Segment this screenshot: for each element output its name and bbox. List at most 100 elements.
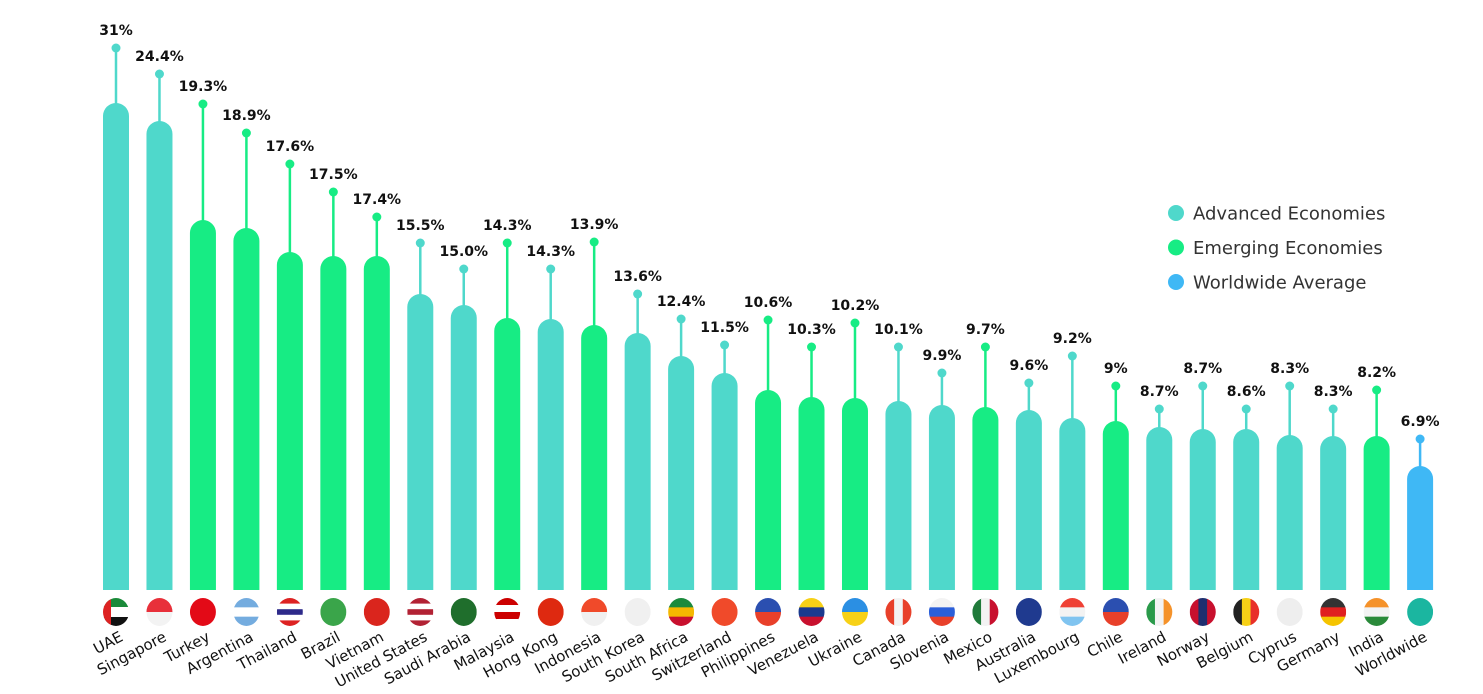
- value-dot: [111, 43, 121, 53]
- value-dot: [980, 342, 990, 352]
- bar: [276, 252, 303, 591]
- belgium-flag-icon: [1233, 598, 1260, 626]
- usa-flag-icon: [407, 598, 434, 626]
- value-label: 9%: [1104, 361, 1128, 377]
- argentina-flag-icon: [233, 598, 260, 626]
- bar: [928, 405, 955, 590]
- value-dot: [1154, 404, 1164, 414]
- mexico-flag-icon: [972, 598, 999, 626]
- country-group: 9%Chile: [1084, 361, 1129, 661]
- turkey-flag-icon: [189, 598, 216, 626]
- canada-flag-icon: [885, 598, 912, 626]
- value-dot: [546, 264, 556, 274]
- indonesia-flag-icon: [581, 598, 608, 626]
- value-dot: [241, 128, 251, 138]
- country-group: 17.5%Brazil: [298, 167, 358, 663]
- value-dot: [893, 342, 903, 352]
- value-label: 15.0%: [439, 244, 488, 260]
- value-label: 8.3%: [1270, 361, 1309, 377]
- value-dot: [1111, 381, 1121, 391]
- bar: [146, 121, 173, 590]
- bar: [320, 256, 347, 590]
- switzerland-flag-icon: [711, 598, 738, 626]
- value-label: 14.3%: [483, 218, 532, 234]
- bar: [711, 373, 738, 590]
- country-group: 11.5%Switzerland: [649, 320, 749, 685]
- bar: [1146, 427, 1173, 590]
- vietnam-flag-icon: [363, 598, 390, 626]
- value-dot: [1415, 434, 1425, 444]
- bar: [798, 397, 825, 590]
- hong-kong-flag-icon: [537, 598, 564, 626]
- bar: [363, 256, 390, 590]
- value-dot: [589, 237, 599, 247]
- value-label: 31%: [99, 23, 133, 39]
- value-label: 8.6%: [1227, 384, 1266, 400]
- bar: [233, 228, 260, 590]
- value-label: 11.5%: [700, 320, 749, 336]
- value-dot: [1024, 378, 1034, 388]
- bar: [972, 407, 999, 590]
- value-label: 6.9%: [1401, 414, 1440, 430]
- value-dot: [1067, 351, 1077, 361]
- value-label: 9.6%: [1009, 358, 1048, 374]
- value-label: 14.3%: [526, 244, 575, 260]
- bar: [1059, 418, 1086, 590]
- value-dot: [154, 69, 164, 79]
- bar: [1276, 435, 1303, 590]
- legend-label: Worldwide Average: [1193, 273, 1366, 294]
- value-label: 13.9%: [570, 217, 619, 233]
- country-group: 8.7%Ireland: [1115, 384, 1179, 668]
- country-group: 13.6%South Korea: [559, 269, 662, 686]
- value-dot: [372, 212, 382, 222]
- bar: [494, 318, 521, 590]
- bar: [755, 390, 782, 590]
- value-dot: [763, 315, 773, 325]
- bar: [1233, 429, 1260, 590]
- bar: [885, 401, 912, 590]
- value-dot: [850, 318, 860, 328]
- value-label: 9.9%: [923, 348, 962, 364]
- value-label: 8.7%: [1140, 384, 1179, 400]
- country-group: 31%UAE: [90, 23, 132, 658]
- value-label: 18.9%: [222, 108, 271, 124]
- legend-swatch: [1168, 239, 1184, 256]
- value-label: 10.1%: [874, 322, 923, 338]
- value-dot: [328, 187, 338, 197]
- south-korea-flag-icon: [624, 598, 651, 626]
- bar: [450, 305, 477, 590]
- legend-item-worldwide: Worldwide Average: [1168, 273, 1366, 294]
- value-dot: [459, 264, 469, 274]
- value-dot: [676, 314, 686, 324]
- value-dot: [633, 289, 643, 299]
- ukraine-flag-icon: [841, 598, 868, 626]
- bar: [1363, 436, 1390, 590]
- value-dot: [1285, 381, 1295, 391]
- uae-flag-icon: [103, 598, 129, 626]
- value-label: 9.2%: [1053, 331, 1092, 347]
- value-label: 8.2%: [1357, 365, 1396, 381]
- value-label: 9.7%: [966, 322, 1005, 338]
- bar: [189, 220, 216, 591]
- south-africa-flag-icon: [668, 598, 695, 626]
- bar: [1189, 429, 1216, 590]
- bar: [1407, 466, 1434, 590]
- legend: Advanced Economies Emerging Economies Worl…: [1168, 204, 1385, 294]
- value-dot: [937, 368, 947, 378]
- germany-flag-icon: [1320, 598, 1347, 626]
- malaysia-flag-icon: [494, 598, 521, 626]
- bar: [581, 325, 608, 590]
- value-label: 19.3%: [179, 79, 228, 95]
- value-label: 12.4%: [657, 294, 706, 310]
- slovenia-flag-icon: [928, 598, 955, 626]
- legend-item-advanced: Advanced Economies: [1168, 204, 1385, 225]
- bar: [668, 356, 695, 590]
- bar: [1102, 421, 1129, 590]
- cyprus-flag-icon: [1276, 598, 1303, 626]
- country-group: 15.0%Saudi Arabia: [381, 244, 488, 688]
- legend-label: Advanced Economies: [1193, 204, 1385, 225]
- value-dot: [1372, 385, 1382, 395]
- bar: [103, 103, 129, 590]
- value-label: 8.3%: [1314, 384, 1353, 400]
